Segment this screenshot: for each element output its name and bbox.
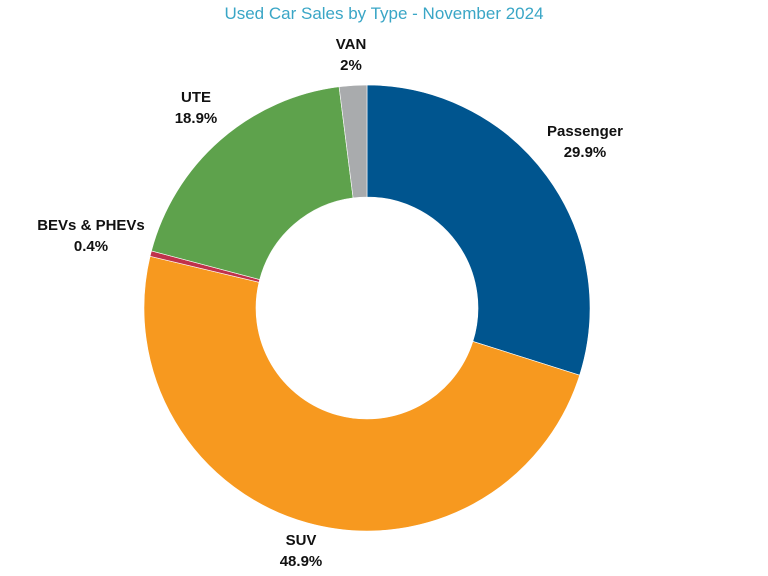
slice-value: 2% (340, 57, 362, 74)
slice-label-bevs-phevs: BEVs & PHEVs 0.4% (37, 217, 145, 255)
slice-name: BEVs & PHEVs (37, 217, 145, 234)
chart-title: Used Car Sales by Type - November 2024 (224, 4, 544, 23)
slice-passenger (366, 84, 591, 376)
slice-value: 29.9% (564, 144, 607, 161)
slice-value: 48.9% (280, 553, 323, 570)
slice-label-ute: UTE 18.9% (175, 89, 218, 127)
slice-value: 0.4% (74, 238, 108, 255)
slice-ute (151, 86, 354, 280)
slice-suv (143, 255, 581, 532)
slice-label-passenger: Passenger 29.9% (547, 123, 623, 161)
slice-name: VAN (336, 36, 367, 53)
slice-name: SUV (286, 532, 317, 549)
slice-van (338, 84, 368, 199)
slice-name: Passenger (547, 123, 623, 140)
slice-label-suv: SUV 48.9% (280, 532, 323, 570)
slice-value: 18.9% (175, 110, 218, 127)
slice-label-van: VAN 2% (336, 36, 367, 74)
slice-name: UTE (181, 89, 211, 106)
